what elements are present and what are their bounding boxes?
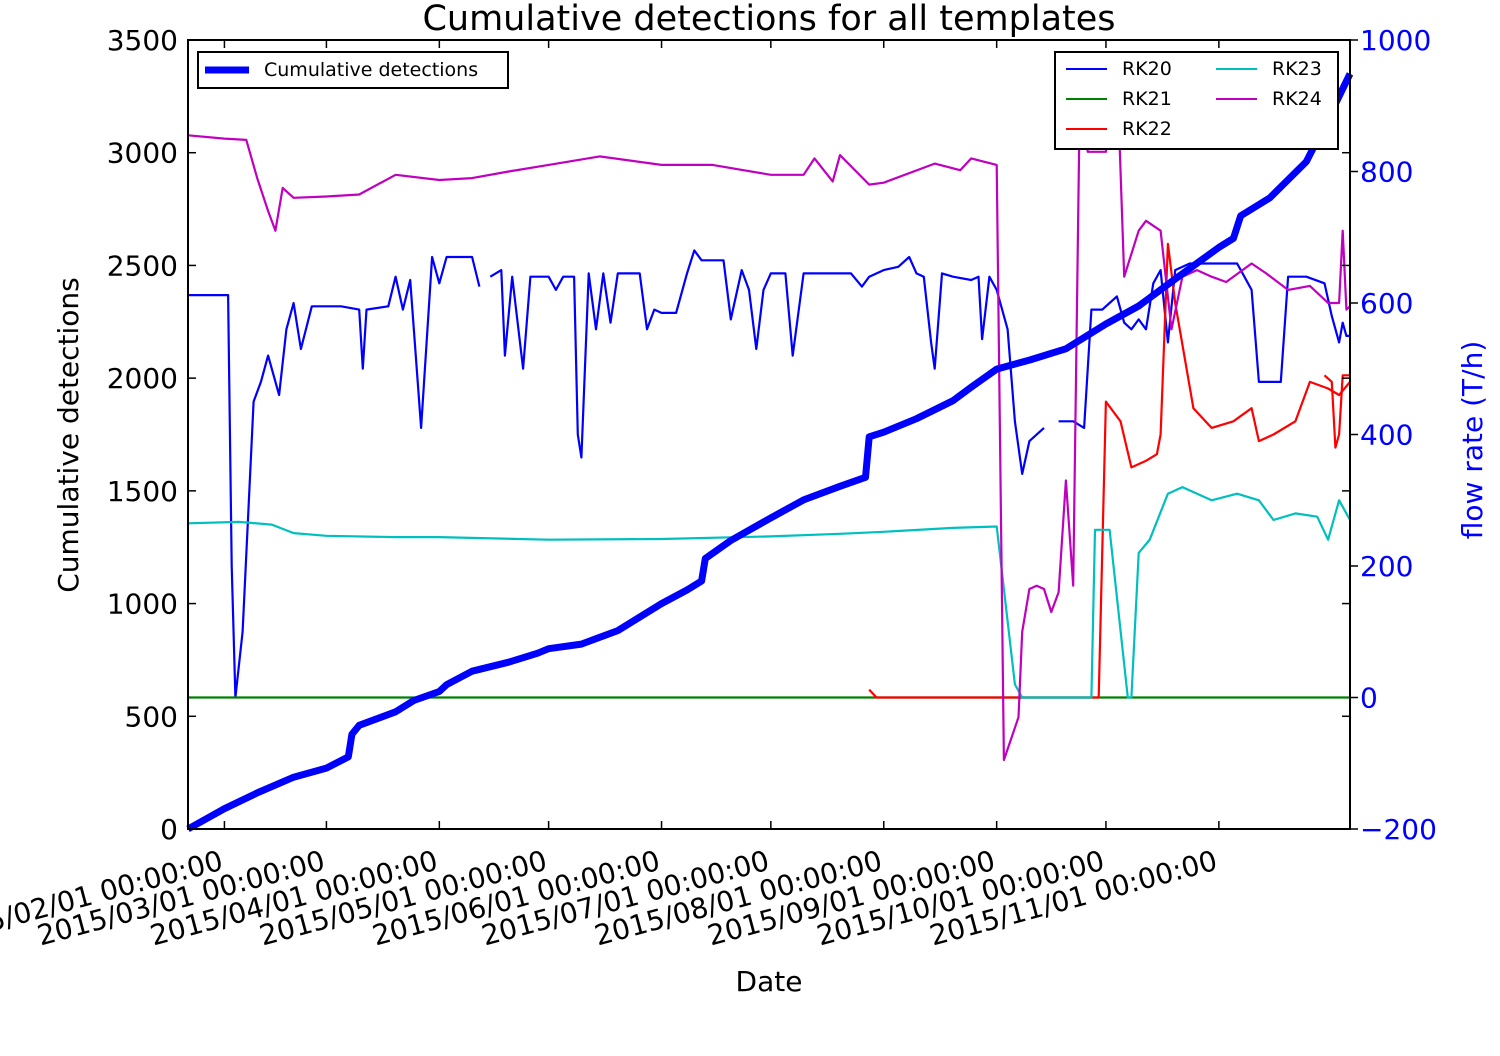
series-line-rk24-0: [187, 52, 1351, 762]
y-axis-right: −200 0 200 400 600 800 1000: [1350, 24, 1437, 846]
cumulative-layer: [186, 72, 1354, 833]
y-tick-right-label: 0: [1360, 682, 1378, 715]
y-tick-right-label: 600: [1360, 287, 1413, 320]
y-tick-right-label: 400: [1360, 419, 1413, 452]
legend-templates: RK20 RK23 RK21 RK24 RK22: [1054, 51, 1339, 150]
plot-area: [188, 40, 1350, 829]
y-tick-left-label: 2500: [107, 249, 178, 282]
y-tick-left-label: 3000: [107, 137, 178, 170]
legend-label-rk21: RK21: [1122, 88, 1172, 110]
y-tick-left-label: 0: [160, 813, 178, 846]
series-line-rk20-1: [489, 249, 1045, 475]
x-axis-label: Date: [736, 965, 803, 998]
y-tick-right-label: −200: [1360, 813, 1437, 846]
y-tick-left-label: 1000: [107, 588, 178, 621]
y-tick-left-label: 1500: [107, 475, 178, 508]
series-line-rk20-2: [1058, 262, 1350, 429]
y-axis-label-left: Cumulative detections: [52, 277, 85, 593]
series-layer: [187, 52, 1351, 762]
legend-label-rk23: RK23: [1272, 58, 1322, 80]
y-tick-right-label: 800: [1360, 156, 1413, 189]
series-line-cumulative-detections: [186, 72, 1354, 833]
legend-cumulative: Cumulative detections: [197, 51, 509, 89]
series-line-rk22-0: [868, 242, 1351, 699]
legend-label-rk20: RK20: [1122, 58, 1172, 80]
y-tick-right-label: 200: [1360, 550, 1413, 583]
y-tick-left-label: 3500: [107, 24, 178, 57]
y-axis-label-right: flow rate (T/h): [1456, 341, 1489, 539]
legend-label-rk22: RK22: [1122, 118, 1172, 140]
series-line-rk23-0: [187, 486, 1351, 699]
y-axis-left: 0 500 1000 1500 2000 2500 3000 3500: [107, 24, 1350, 846]
series-line-rk20-0: [188, 255, 481, 699]
y-tick-left-label: 2000: [107, 362, 178, 395]
legend-cumulative-box: [197, 51, 509, 89]
y-tick-right-label: 1000: [1360, 24, 1431, 57]
legend-label-rk24: RK24: [1272, 88, 1322, 110]
chart-title: Cumulative detections for all templates: [422, 0, 1115, 39]
series-line-rk22-1: [1323, 374, 1350, 449]
y-tick-left-label: 500: [125, 700, 178, 733]
legend-cumulative-label: Cumulative detections: [264, 59, 478, 81]
